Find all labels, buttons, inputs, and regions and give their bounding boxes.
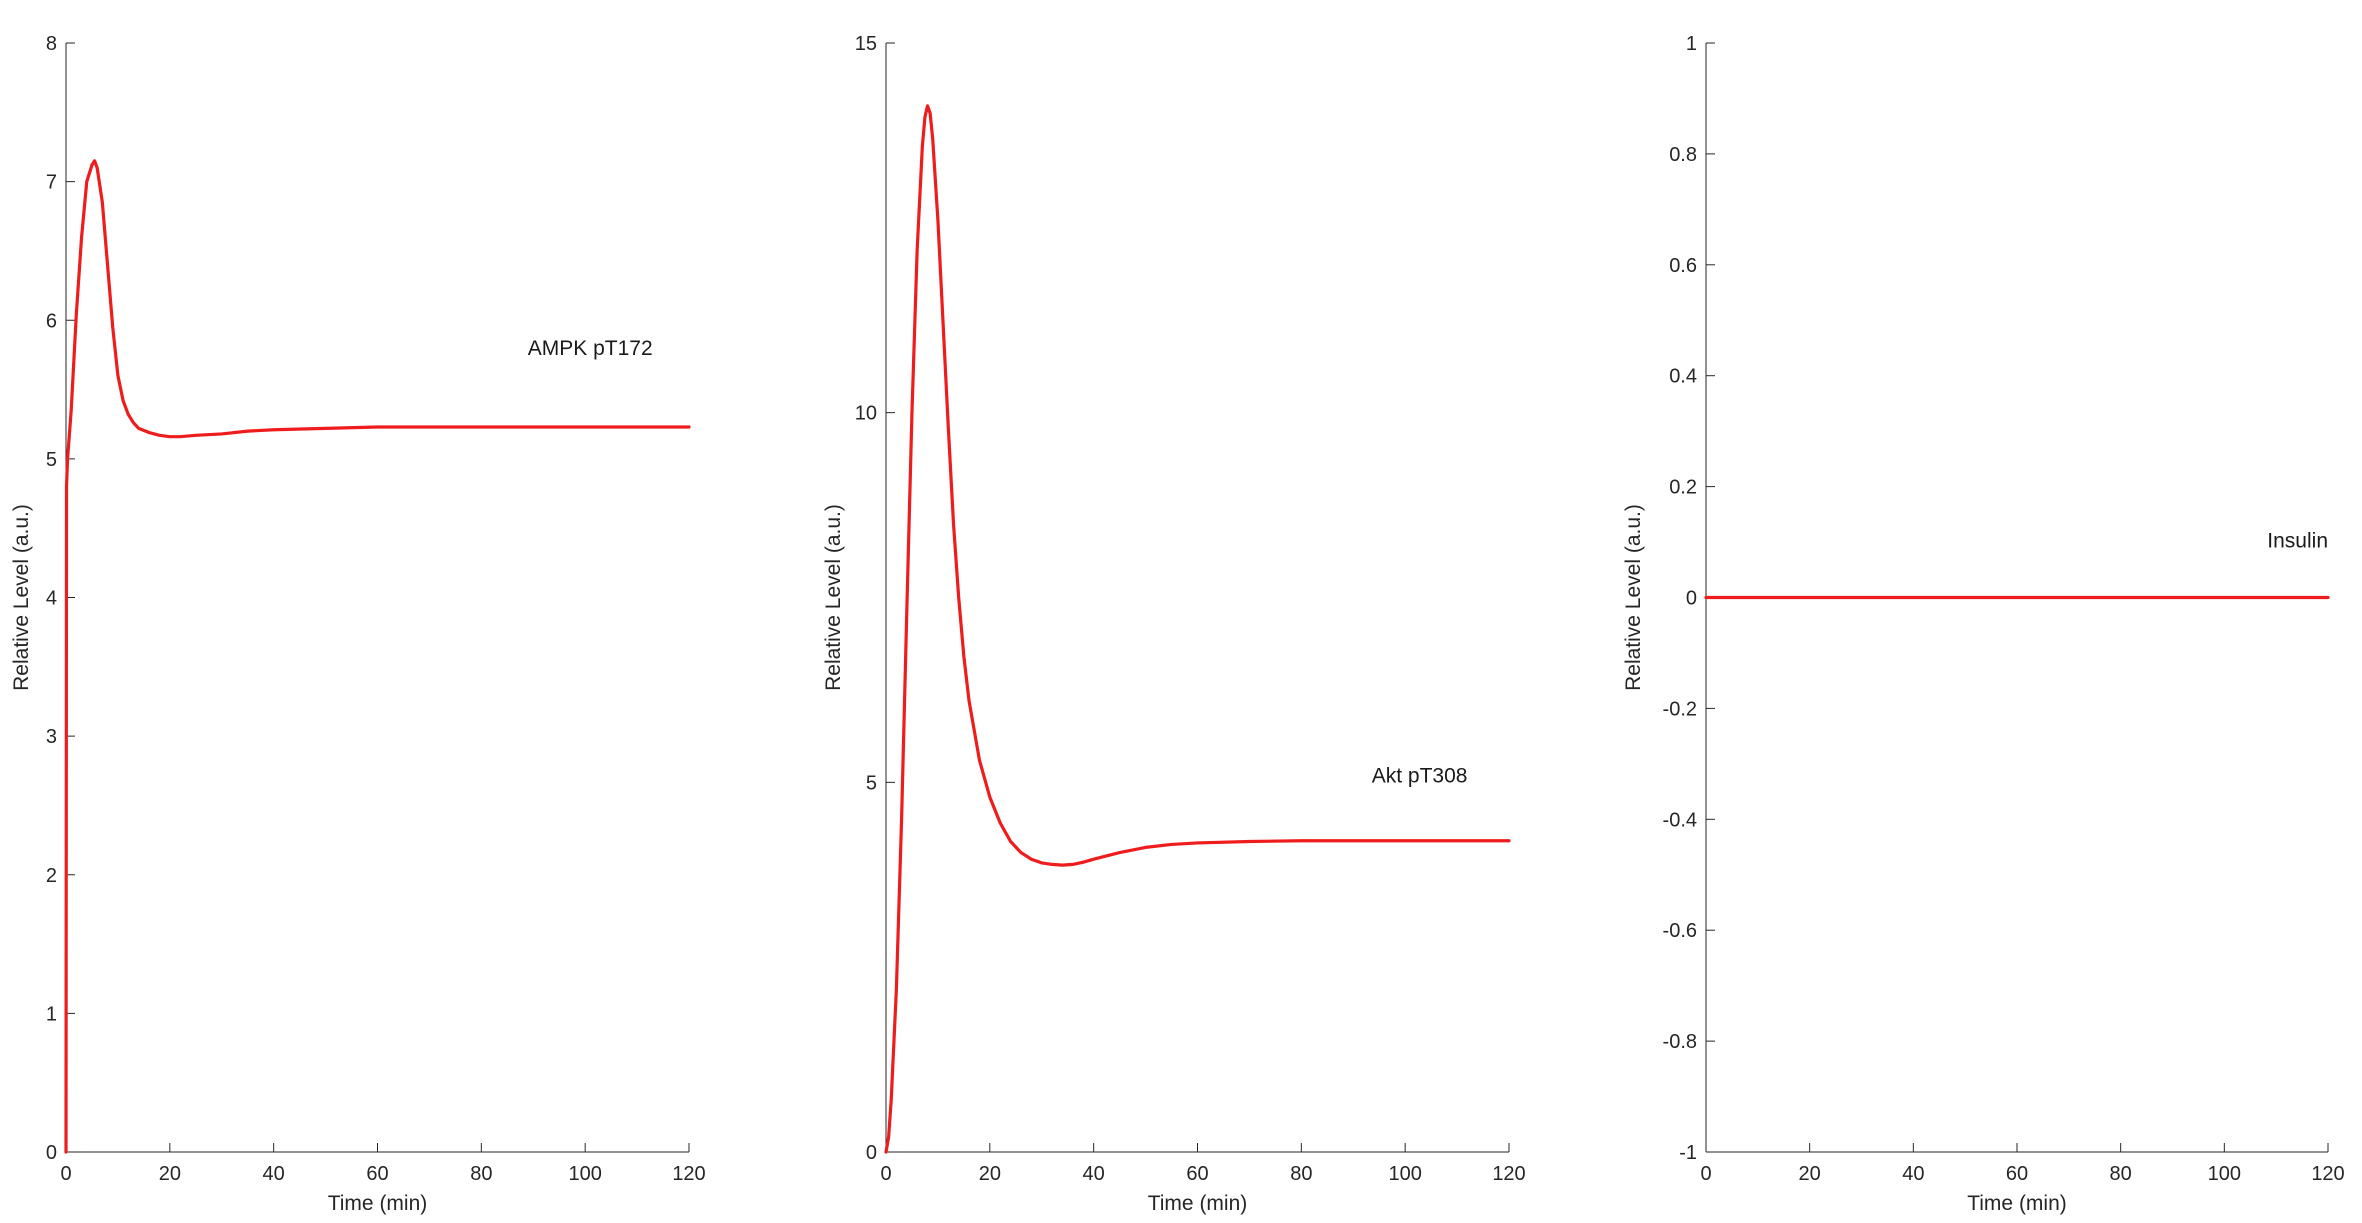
- series-annotation-label: AMPK pT172: [528, 337, 653, 360]
- y-tick-label: 0.2: [1669, 477, 1697, 499]
- x-tick-label: 60: [366, 1163, 388, 1185]
- x-tick-label: 100: [568, 1163, 601, 1185]
- y-tick-label: -0.4: [1663, 809, 1697, 831]
- x-tick-label: 80: [2110, 1163, 2132, 1185]
- y-tick-label: -0.8: [1663, 1031, 1697, 1053]
- y-tick-label: -0.2: [1663, 698, 1697, 720]
- y-axis-label: Relative Level (a.u.): [822, 504, 845, 691]
- y-tick-label: 4: [46, 588, 57, 610]
- x-axis-label: Time (min): [328, 1192, 428, 1215]
- y-tick-label: 8: [46, 33, 57, 55]
- y-tick-label: 0: [46, 1142, 57, 1164]
- x-tick-label: 40: [263, 1163, 285, 1185]
- x-tick-label: 40: [1902, 1163, 1924, 1185]
- y-tick-label: 0.4: [1669, 366, 1697, 388]
- series-annotation-label: Akt pT308: [1372, 764, 1468, 787]
- x-tick-label: 0: [880, 1163, 891, 1185]
- x-tick-label: 60: [2006, 1163, 2028, 1185]
- y-tick-label: 7: [46, 172, 57, 194]
- y-tick-label: 0: [1686, 588, 1697, 610]
- y-axis-label: Relative Level (a.u.): [10, 504, 33, 691]
- x-tick-label: 120: [672, 1163, 705, 1185]
- y-tick-label: 3: [46, 726, 57, 748]
- y-tick-label: 15: [855, 33, 877, 55]
- y-tick-label: -1: [1679, 1142, 1697, 1164]
- chart-panel-3: 0 20 40 60 80 100 120 -1 -0.8 -0.6 -0.4 -0.2 0 0.2 0.4…: [1622, 33, 2345, 1215]
- x-tick-label: 100: [1388, 1163, 1421, 1185]
- x-tick-label: 120: [1492, 1163, 1525, 1185]
- x-tick-label: 0: [60, 1163, 71, 1185]
- x-tick-label: 80: [470, 1163, 492, 1185]
- x-tick-label: 20: [159, 1163, 181, 1185]
- x-tick-label: 0: [1700, 1163, 1711, 1185]
- y-tick-label: 6: [46, 310, 57, 332]
- x-axis-label: Time (min): [1148, 1192, 1248, 1215]
- x-tick-label: 40: [1083, 1163, 1105, 1185]
- x-tick-label: 20: [979, 1163, 1001, 1185]
- x-tick-label: 20: [1799, 1163, 1821, 1185]
- chart-panel-1: 0 20 40 60 80 100 120 0 1 2 3 4 5 6 7 8 Time (min) Relati…: [10, 33, 706, 1215]
- y-tick-label: 5: [866, 772, 877, 794]
- y-tick-label: -0.6: [1663, 920, 1697, 942]
- x-tick-label: 120: [2311, 1163, 2344, 1185]
- y-tick-label: 0: [866, 1142, 877, 1164]
- series-annotation-label: Insulin: [2267, 530, 2328, 553]
- series-line: [884, 104, 1511, 1154]
- x-tick-label: 60: [1186, 1163, 1208, 1185]
- y-tick-label: 1: [46, 1003, 57, 1025]
- y-tick-label: 5: [46, 449, 57, 471]
- x-tick-label: 100: [2208, 1163, 2241, 1185]
- x-tick-label: 80: [1290, 1163, 1312, 1185]
- y-tick-label: 1: [1686, 33, 1697, 55]
- chart-panel-2: 0 20 40 60 80 100 120 0 5 10 15 Time (min) Relative …: [822, 33, 1526, 1215]
- y-tick-label: 0.6: [1669, 255, 1697, 277]
- y-tick-label: 2: [46, 865, 57, 887]
- y-axis-label: Relative Level (a.u.): [1622, 504, 1645, 691]
- y-tick-label: 0.8: [1669, 144, 1697, 166]
- y-tick-label: 10: [855, 403, 877, 425]
- series-line: [64, 159, 691, 1154]
- x-axis-label: Time (min): [1967, 1192, 2067, 1215]
